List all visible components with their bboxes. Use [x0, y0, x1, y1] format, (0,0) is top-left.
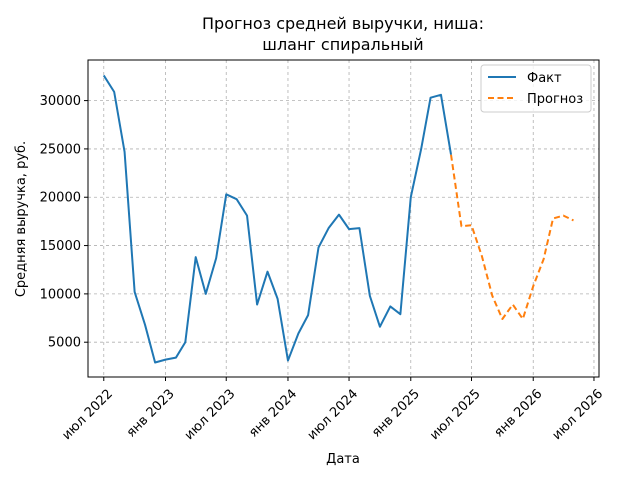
legend-label-forecast: Прогноз	[527, 92, 583, 107]
series-line-fact	[102, 74, 453, 364]
y-tick-label: 10000	[40, 287, 81, 302]
chart-title-line-1: Прогноз средней выручки, ниша:	[202, 14, 484, 33]
plot-frame	[87, 59, 600, 378]
y-tick-label: 5000	[48, 336, 81, 351]
y-tick-label: 15000	[40, 239, 81, 254]
y-tick-label: 25000	[40, 142, 81, 157]
y-tick-label: 20000	[40, 191, 81, 206]
plot-series	[102, 74, 574, 364]
legend: Факт Прогноз	[480, 64, 592, 113]
y-axis-label: Средняя выручка, руб.	[14, 141, 29, 297]
y-axis: 5000 10000 15000 20000 25000 30000	[40, 94, 88, 351]
y-tick-label: 30000	[40, 94, 81, 109]
x-axis-label: Дата	[326, 452, 360, 467]
chart-title-line-2: шланг спиральный	[262, 35, 423, 54]
legend-label-fact: Факт	[527, 71, 562, 86]
grid	[88, 60, 599, 377]
